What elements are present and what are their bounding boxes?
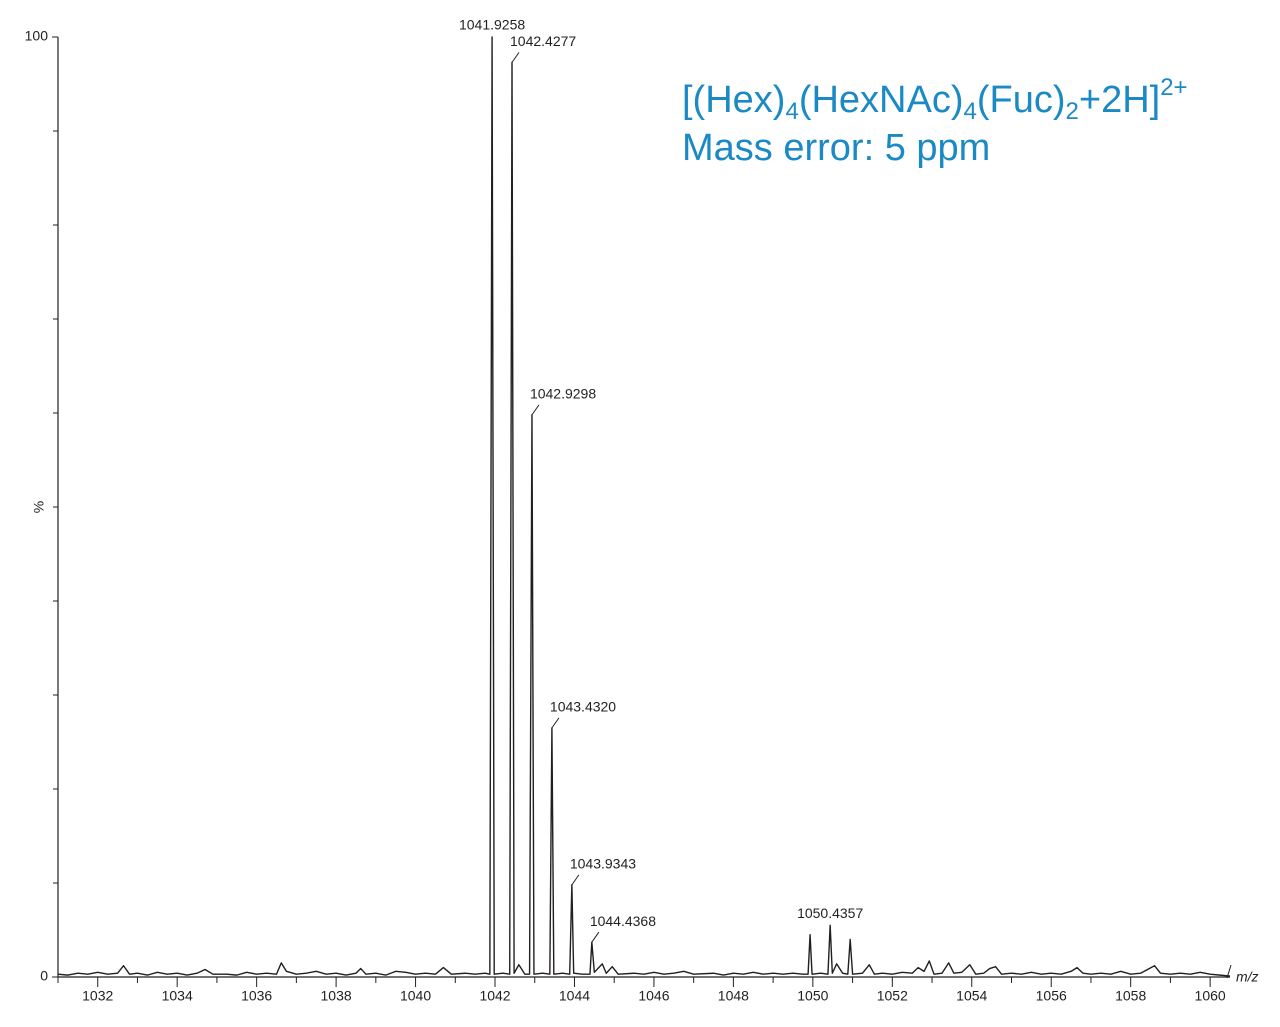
peak-label: 1042.9298	[530, 386, 596, 402]
formula-part: [(Hex)	[682, 79, 785, 121]
mass-error: Mass error: 5 ppm	[682, 127, 990, 169]
x-tick-label: 1036	[241, 988, 272, 1004]
formula-part: (Fuc)	[977, 79, 1066, 121]
x-tick-label: 1044	[559, 988, 590, 1004]
peak-label: 1050.4357	[797, 905, 863, 921]
peak-leader	[571, 874, 580, 886]
peak-leader	[551, 717, 560, 729]
y-tick-label: 100	[25, 28, 49, 44]
peak-label: 1043.4320	[550, 699, 616, 715]
formula-part: (HexNAc)	[799, 79, 964, 121]
peak-leader	[591, 931, 600, 943]
formula-part: +2H]	[1079, 79, 1160, 121]
x-tick-label: 1034	[162, 988, 193, 1004]
formula: [(Hex)4(HexNAc)4(Fuc)2+2H]2+	[682, 74, 1188, 125]
peak-label: 1041.9258	[459, 17, 525, 33]
peak-label: 1044.4368	[590, 913, 656, 929]
formula-part: 2+	[1160, 74, 1187, 101]
x-tick-label: 1058	[1115, 988, 1146, 1004]
peak-leader	[531, 404, 540, 416]
formula-part: 4	[964, 98, 977, 125]
x-axis-label: m/z	[1236, 969, 1259, 985]
x-tick-label: 1052	[877, 988, 908, 1004]
x-tick-label: 1042	[479, 988, 510, 1004]
x-tick-label: 1048	[718, 988, 749, 1004]
x-tick-label: 1056	[1036, 988, 1067, 1004]
formula-part: 4	[785, 98, 798, 125]
spectrum-line	[57, 36, 1231, 977]
x-tick-label: 1050	[797, 988, 828, 1004]
x-tick-label: 1032	[82, 988, 113, 1004]
x-tick-label: 1040	[400, 988, 431, 1004]
peak-label: 1042.4277	[510, 33, 576, 49]
y-axis-label: %	[31, 501, 47, 513]
peak-leader	[511, 52, 520, 63]
x-tick-label: 1060	[1195, 988, 1226, 1004]
x-tick-label: 1054	[956, 988, 987, 1004]
x-tick-label: 1046	[638, 988, 669, 1004]
peak-label: 1043.9343	[570, 856, 636, 872]
y-tick-label: 0	[40, 968, 48, 984]
x-tick-label: 1038	[321, 988, 352, 1004]
formula-part: 2	[1066, 98, 1079, 125]
